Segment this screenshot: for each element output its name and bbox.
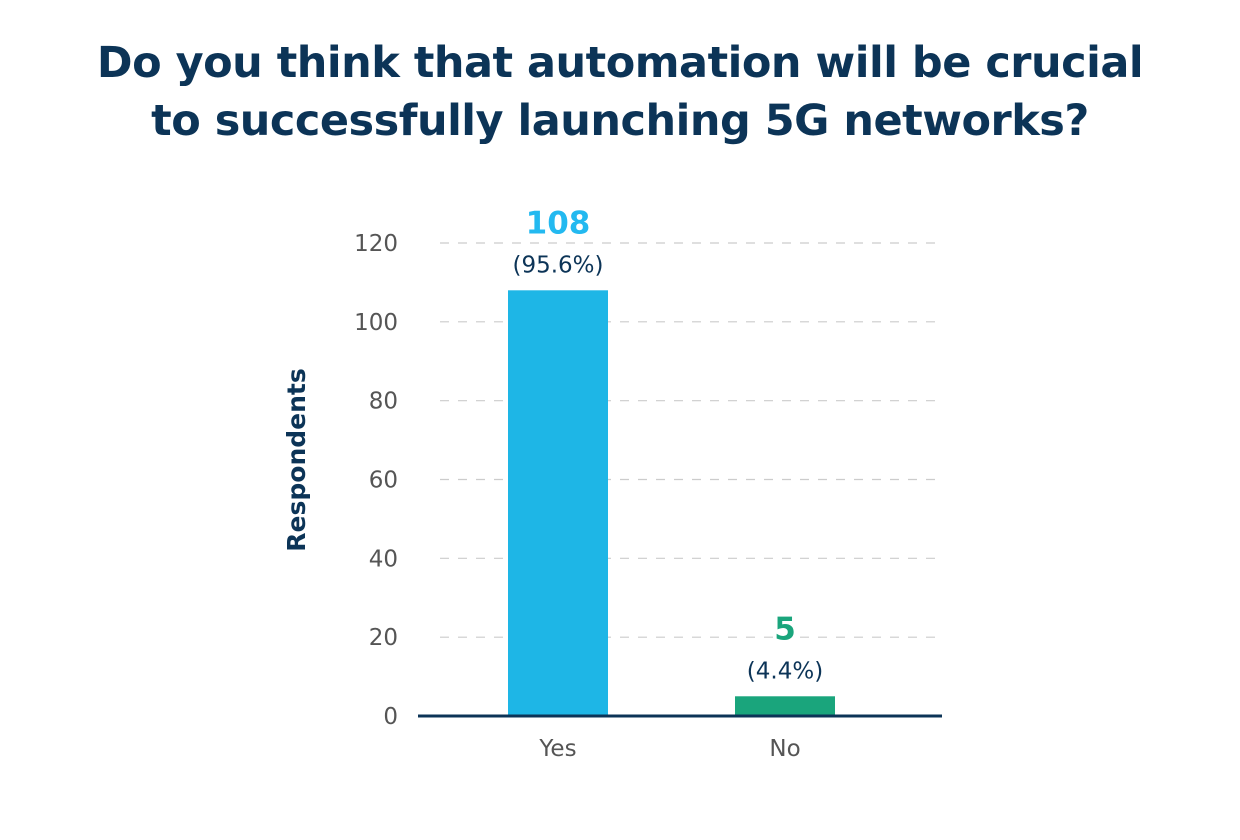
chart-title-line-1: Do you think that automation will be cru… <box>96 38 1144 88</box>
y-tick-label: 20 <box>369 625 398 651</box>
chart-title-line-2: to successfully launching 5G networks? <box>151 96 1089 146</box>
bar-yes <box>508 290 608 716</box>
value-label-no: 5 <box>774 611 796 647</box>
y-axis-ticks: 0 20 40 60 80 100 120 <box>354 231 398 730</box>
bars <box>508 290 835 716</box>
x-category-label-yes: Yes <box>538 736 576 762</box>
y-tick-label: 40 <box>369 546 398 572</box>
data-labels: (95.6%) 108 (4.4%) 5 <box>512 205 823 684</box>
chart-title: Do you think that automation will be cru… <box>0 34 1240 150</box>
y-tick-label: 60 <box>369 468 398 494</box>
bar-no <box>735 696 835 716</box>
percent-label-no: (4.4%) <box>747 658 823 684</box>
x-axis-categories: Yes No <box>538 736 800 762</box>
y-axis-label: Respondents <box>282 368 311 551</box>
y-tick-label: 80 <box>369 389 398 415</box>
percent-label-yes: (95.6%) <box>512 252 603 278</box>
y-tick-label: 0 <box>383 704 398 730</box>
y-tick-label: 120 <box>354 231 398 257</box>
x-category-label-no: No <box>769 736 800 762</box>
y-tick-label: 100 <box>354 310 398 336</box>
value-label-yes: 108 <box>526 205 591 241</box>
